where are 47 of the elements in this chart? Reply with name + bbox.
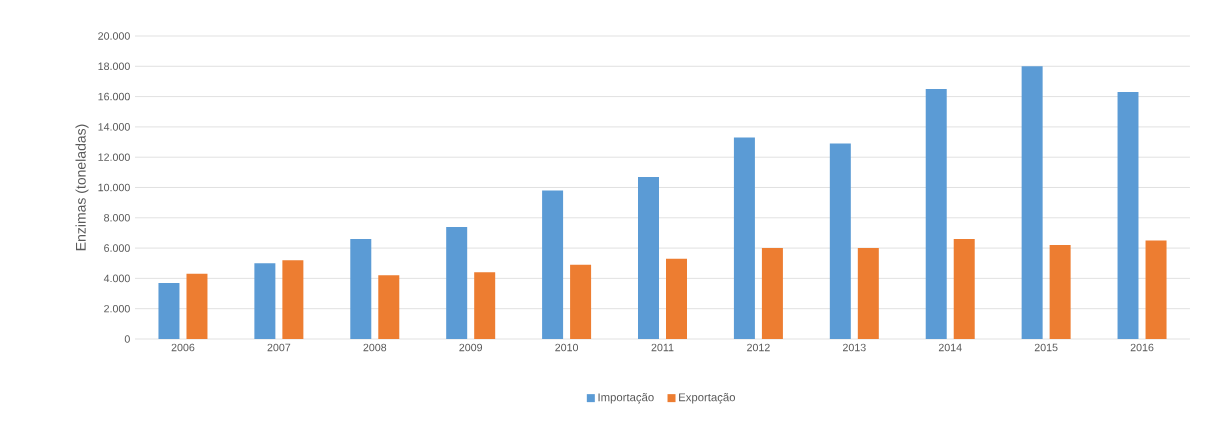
bar bbox=[666, 258, 687, 339]
x-tick-label: 2010 bbox=[555, 343, 579, 352]
bar bbox=[542, 190, 564, 339]
bar bbox=[1049, 245, 1071, 339]
bar bbox=[186, 273, 208, 339]
bar bbox=[254, 263, 276, 339]
y-tick-label: 12.000 bbox=[98, 153, 130, 161]
bar bbox=[282, 260, 304, 339]
bar bbox=[350, 239, 372, 339]
y-axis-title: Enzimas (toneladas) bbox=[75, 124, 89, 251]
bar bbox=[570, 264, 592, 339]
x-tick-label: 2007 bbox=[267, 343, 291, 352]
bar bbox=[378, 275, 400, 339]
x-tick-label: 2006 bbox=[171, 343, 195, 352]
x-tick-label: 2008 bbox=[363, 343, 387, 352]
bar bbox=[158, 282, 180, 339]
y-tick-label: 4.000 bbox=[103, 274, 130, 283]
legend-label: Exportação bbox=[679, 393, 736, 404]
x-tick-label: 2016 bbox=[1130, 343, 1154, 352]
bar bbox=[761, 248, 783, 339]
y-tick-label: 8.000 bbox=[104, 214, 130, 222]
y-tick-label: 14.000 bbox=[98, 123, 130, 131]
x-tick-label: 2014 bbox=[938, 343, 962, 352]
y-tick-label: 20.000 bbox=[98, 32, 130, 40]
y-tick-label: 18.000 bbox=[98, 62, 130, 71]
x-tick-label: 2015 bbox=[1034, 343, 1058, 352]
y-tick-label: 16.000 bbox=[98, 92, 130, 101]
bar bbox=[446, 226, 468, 339]
bar bbox=[1021, 66, 1043, 339]
bar bbox=[1145, 240, 1167, 339]
bar bbox=[474, 272, 496, 339]
bar bbox=[857, 248, 879, 339]
x-tick-label: 2012 bbox=[747, 343, 770, 352]
bar bbox=[638, 176, 659, 339]
bar bbox=[829, 143, 851, 339]
bar bbox=[953, 239, 975, 339]
bar bbox=[1117, 92, 1139, 339]
x-tick-label: 2011 bbox=[651, 343, 674, 352]
bar bbox=[733, 137, 755, 339]
y-tick-label: 2.000 bbox=[104, 304, 130, 313]
y-tick-label: 6.000 bbox=[104, 244, 130, 252]
legend-label: Importação bbox=[598, 393, 654, 404]
y-tick-label: 0 bbox=[124, 335, 130, 343]
x-tick-label: 2009 bbox=[459, 343, 483, 352]
bar bbox=[925, 89, 947, 339]
x-tick-label: 2013 bbox=[843, 343, 866, 352]
y-tick-label: 10.000 bbox=[98, 183, 130, 192]
